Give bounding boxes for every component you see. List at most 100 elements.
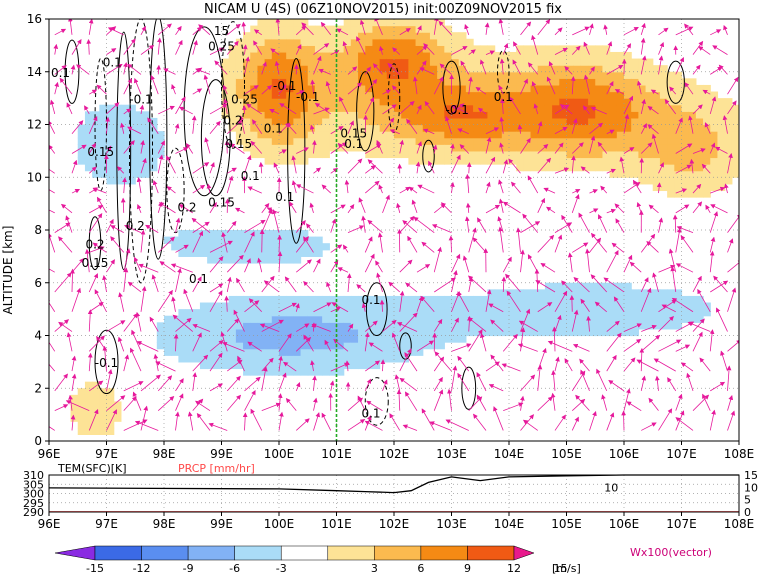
shading-cell — [717, 111, 725, 118]
shading-cell — [114, 401, 122, 408]
y-axis-label: ALTITUDE [km] — [1, 226, 15, 315]
shading-cell — [178, 250, 186, 257]
shading-cell — [164, 336, 172, 343]
shading-cell — [552, 125, 560, 132]
shading-cell — [265, 92, 273, 99]
shading-cell — [523, 105, 531, 112]
shading-cell — [236, 65, 244, 72]
shading-cell — [301, 368, 309, 375]
shading-cell — [279, 237, 287, 244]
shading-cell — [523, 98, 531, 105]
shading-cell — [394, 111, 402, 118]
shading-cell — [171, 243, 179, 250]
shading-cell — [502, 309, 510, 316]
shading-cell — [380, 39, 388, 46]
shading-cell — [653, 309, 661, 316]
shading-cell — [279, 72, 287, 79]
shading-cell — [523, 157, 531, 164]
shading-cell — [595, 59, 603, 66]
shading-cell — [279, 45, 287, 52]
shading-cell — [717, 105, 725, 112]
shading-cell — [444, 144, 452, 151]
shading-cell — [121, 157, 129, 164]
shading-cell — [308, 39, 316, 46]
shading-cell — [322, 45, 330, 52]
shading-cell — [624, 309, 632, 316]
shading-cell — [588, 105, 596, 112]
shading-cell — [595, 164, 603, 171]
shading-cell — [646, 111, 654, 118]
shading-cell — [452, 72, 460, 79]
shading-cell — [214, 309, 222, 316]
shading-cell — [157, 322, 165, 329]
shading-cell — [99, 171, 107, 178]
shading-cell — [602, 125, 610, 132]
shading-cell — [135, 151, 143, 158]
shading-cell — [250, 322, 258, 329]
shading-cell — [602, 144, 610, 151]
colorbar-segment — [235, 546, 282, 560]
contour-label: 0.15 — [87, 145, 114, 159]
shading-cell — [286, 349, 294, 356]
shading-cell — [171, 349, 179, 356]
shading-cell — [545, 138, 553, 145]
shading-cell — [595, 296, 603, 303]
temperature-series-label: TEM(SFC)[K] — [57, 462, 127, 475]
shading-cell — [416, 52, 424, 59]
shading-cell — [452, 309, 460, 316]
shading-cell — [107, 177, 115, 184]
shading-cell — [99, 415, 107, 422]
shading-cell — [365, 26, 373, 33]
shading-cell — [638, 157, 646, 164]
shading-cell — [257, 243, 265, 250]
shading-cell — [344, 118, 352, 125]
shading-cell — [559, 303, 567, 310]
vector-scale-label: Wx100(vector) — [630, 546, 712, 559]
shading-cell — [466, 72, 474, 79]
colorbar-segment — [281, 546, 328, 560]
y-tick-label: 2 — [34, 381, 42, 395]
shading-cell — [250, 309, 258, 316]
shading-cell — [559, 131, 567, 138]
shading-cell — [516, 98, 524, 105]
shading-cell — [523, 52, 531, 59]
shading-cell — [660, 85, 668, 92]
shading-cell — [452, 78, 460, 85]
shading-cell — [272, 256, 280, 263]
shading-cell — [236, 303, 244, 310]
shading-cell — [638, 78, 646, 85]
shading-cell — [358, 111, 366, 118]
shading-cell — [265, 349, 273, 356]
shading-cell — [337, 329, 345, 336]
shading-cell — [423, 111, 431, 118]
shading-cell — [243, 45, 251, 52]
shading-cell — [631, 296, 639, 303]
shading-cell — [459, 157, 467, 164]
shading-cell — [207, 349, 215, 356]
shading-cell — [337, 85, 345, 92]
shading-cell — [638, 177, 646, 184]
shading-cell — [437, 45, 445, 52]
shading-cell — [344, 303, 352, 310]
shading-cell — [394, 151, 402, 158]
shading-cell — [265, 256, 273, 263]
shading-cell — [459, 151, 467, 158]
lower-right-tick-label: 10 — [744, 481, 758, 494]
shading-cell — [308, 349, 316, 356]
shading-cell — [459, 52, 467, 59]
shading-cell — [531, 59, 539, 66]
shading-cell — [308, 303, 316, 310]
shading-cell — [351, 362, 359, 369]
shading-cell — [559, 65, 567, 72]
shading-cell — [171, 342, 179, 349]
shading-cell — [78, 421, 86, 428]
shading-cell — [595, 111, 603, 118]
shading-cell — [200, 243, 208, 250]
shading-cell — [257, 32, 265, 39]
shading-cell — [437, 309, 445, 316]
shading-cell — [545, 118, 553, 125]
shading-cell — [286, 52, 294, 59]
shading-cell — [516, 118, 524, 125]
x-tick-label: 104E — [494, 447, 525, 461]
shading-cell — [344, 26, 352, 33]
